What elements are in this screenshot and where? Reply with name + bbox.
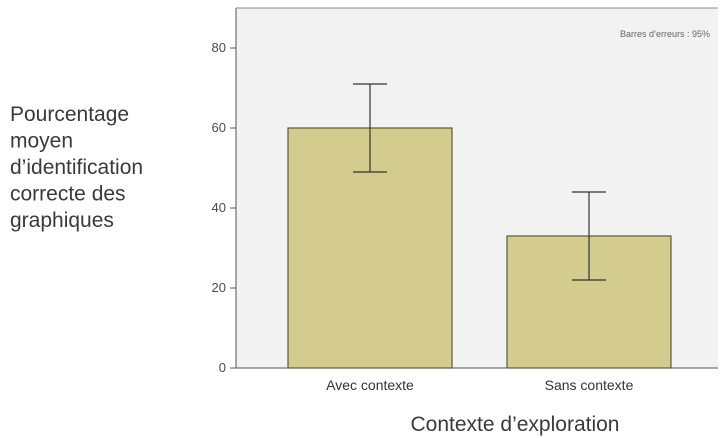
y-tick-label: 60: [212, 120, 226, 135]
error-bar-annotation: Barres d’erreurs : 95%: [620, 29, 710, 39]
y-axis-label-line: moyen: [10, 130, 73, 153]
category-label: Sans contexte: [545, 377, 634, 393]
y-tick-label: 20: [212, 280, 226, 295]
y-tick-label: 0: [219, 360, 226, 375]
category-labels: Avec contexte Sans contexte: [326, 377, 633, 393]
y-axis-label: Pourcentage moyen d’identification correcte…: [10, 103, 143, 232]
y-axis-label-line: d’identification: [10, 156, 143, 179]
y-axis-label-line: Pourcentage: [10, 103, 129, 126]
y-tick-label: 40: [212, 200, 226, 215]
y-axis-label-line: correcte des: [10, 183, 126, 206]
y-axis-label-line: graphiques: [10, 209, 114, 232]
category-label: Avec contexte: [326, 377, 414, 393]
error-bars: [353, 83, 606, 281]
x-axis-label: Contexte d’exploration: [411, 413, 620, 436]
y-tick-label: 80: [212, 40, 226, 55]
y-ticks: 0 20 40 60 80: [212, 40, 236, 375]
